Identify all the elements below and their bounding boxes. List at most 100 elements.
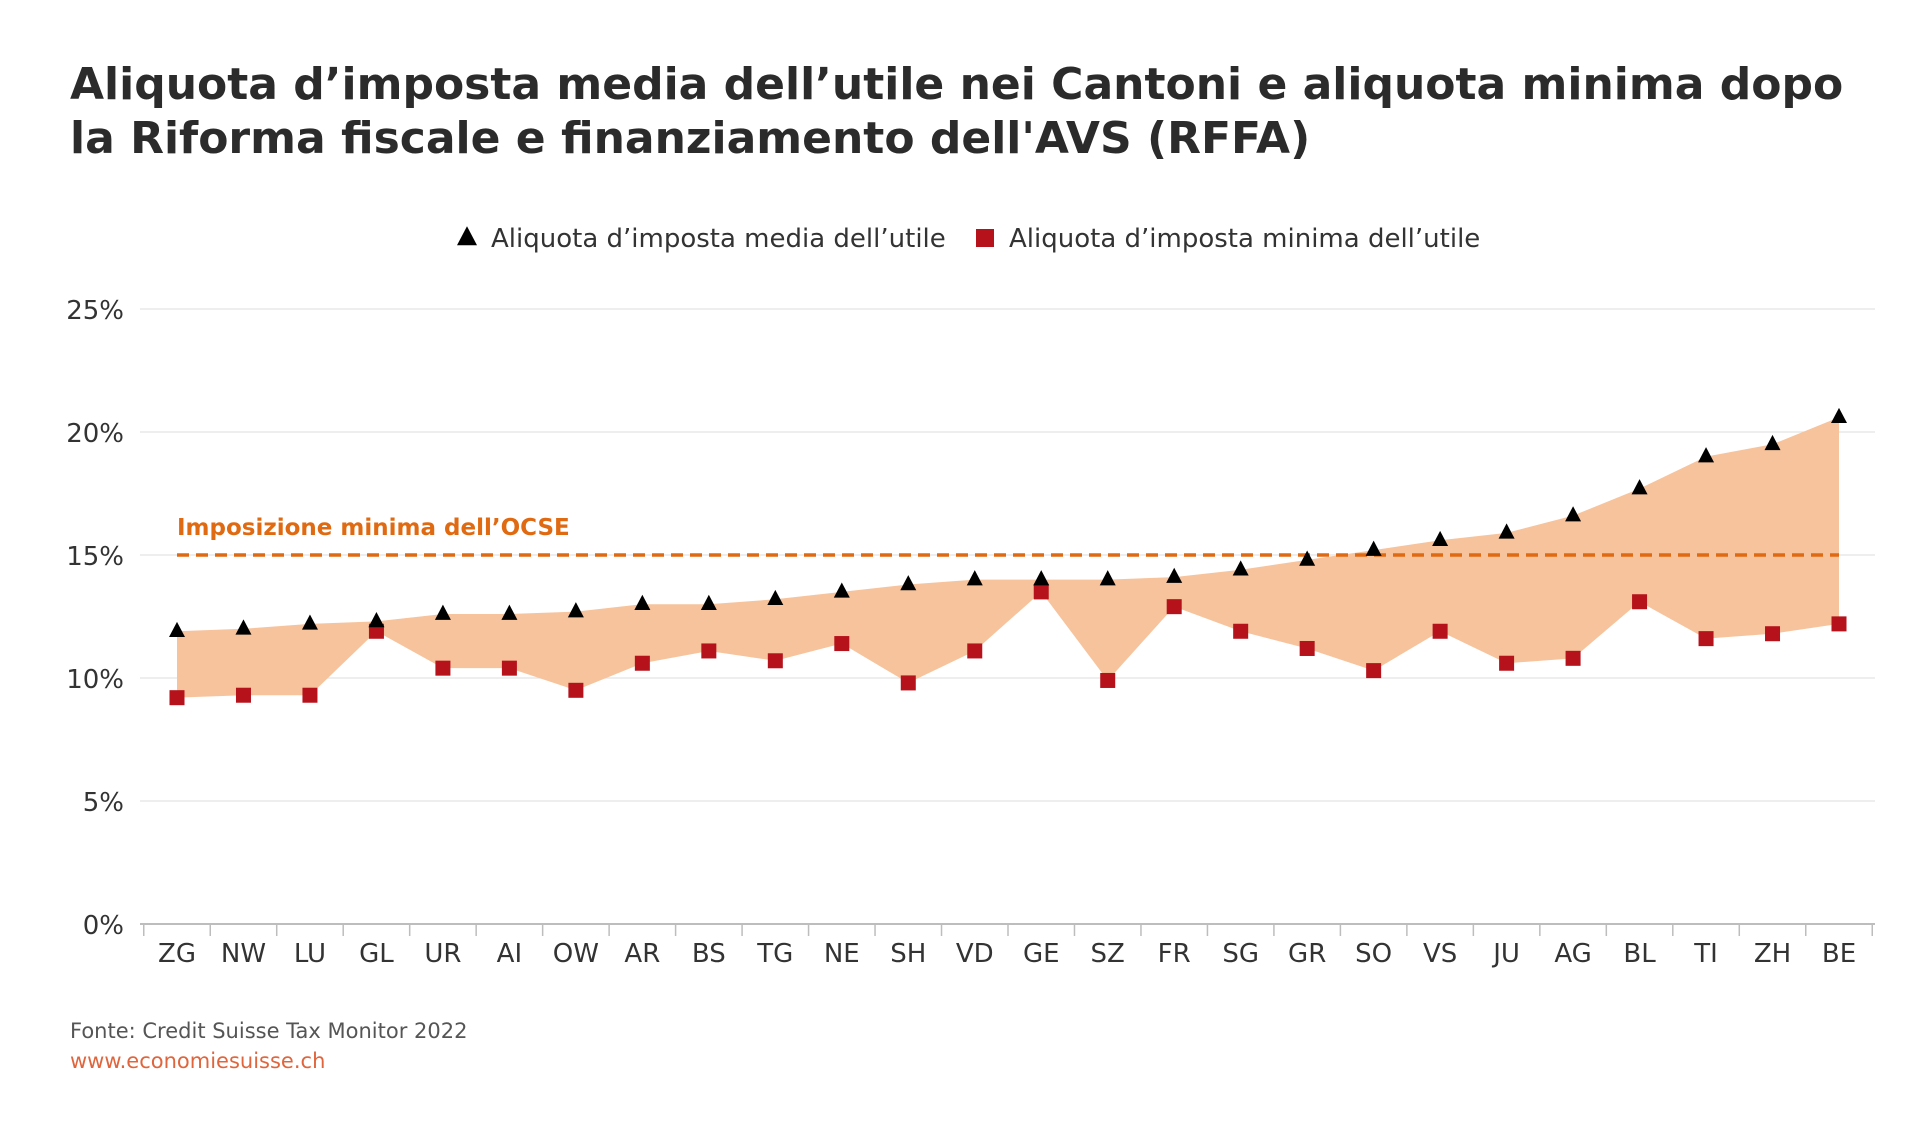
point-minimum-sz (1100, 672, 1116, 688)
point-minimum-ai (501, 660, 517, 676)
band-area (177, 417, 1839, 698)
point-average-so (1365, 540, 1382, 556)
y-tick-label: 25% (66, 296, 124, 326)
point-average-vd (966, 570, 983, 586)
point-average-nw (235, 619, 252, 635)
point-average-bl (1631, 479, 1648, 495)
point-minimum-ur (435, 660, 451, 676)
point-minimum-lu (302, 687, 318, 703)
x-tick-label: ZH (1754, 939, 1791, 969)
point-average-ar (634, 594, 651, 610)
x-tick-label: TG (756, 939, 793, 969)
x-axis (140, 923, 1875, 936)
point-minimum-be (1831, 616, 1847, 632)
x-tick-label: FR (1158, 939, 1191, 969)
legend-label-average: Aliquota d’imposta media dell’utile (491, 224, 946, 254)
point-average-ge (1033, 570, 1050, 586)
point-average-ai (501, 604, 518, 620)
point-minimum-vd (967, 643, 983, 659)
x-tick-label: BL (1623, 939, 1656, 969)
x-tick-label: NE (824, 939, 860, 969)
point-average-sh (900, 575, 917, 591)
x-tick-label: OW (553, 939, 599, 969)
x-tick-label: GR (1288, 939, 1326, 969)
point-average-ju (1498, 523, 1515, 539)
x-tick-label: AG (1554, 939, 1591, 969)
oecd-reference-line: Imposizione minima dell’OCSE (177, 515, 1839, 557)
x-tick-label: BE (1822, 939, 1856, 969)
point-minimum-ar (634, 655, 650, 671)
chart-title: Aliquota d’imposta media dell’utile nei … (70, 59, 1844, 164)
x-tick-label: GE (1023, 939, 1060, 969)
point-average-tg (767, 589, 784, 606)
legend-square-icon (976, 229, 994, 247)
point-minimum-gl (368, 623, 384, 639)
point-minimum-zg (169, 690, 185, 706)
point-average-sg (1232, 560, 1249, 576)
data-points (169, 226, 1847, 706)
point-average-be (1831, 407, 1847, 424)
source-url[interactable]: www.economiesuisse.ch (70, 1049, 326, 1073)
point-minimum-vs (1432, 623, 1448, 639)
x-tick-label: JU (1491, 939, 1520, 969)
point-minimum-ow (568, 682, 584, 698)
point-average-bs (700, 594, 717, 610)
x-tick-label: AR (624, 939, 660, 969)
y-axis-ticks: 0% 5% 10% 15% 20% 25% (66, 296, 124, 941)
x-tick-label: VS (1423, 939, 1457, 969)
x-tick-label: SH (890, 939, 926, 969)
point-average-gr (1299, 550, 1316, 566)
x-tick-label: UR (424, 939, 461, 969)
point-minimum-bl (1632, 594, 1648, 610)
reference-line-label: Imposizione minima dell’OCSE (177, 515, 570, 541)
x-tick-label: SZ (1091, 939, 1125, 969)
point-minimum-ti (1698, 631, 1714, 647)
point-average-ur (434, 604, 451, 620)
x-tick-label: SO (1355, 939, 1392, 969)
point-average-zh (1764, 434, 1781, 451)
y-tick-label: 10% (66, 665, 124, 695)
x-tick-label: ZG (158, 939, 196, 969)
point-minimum-ju (1499, 655, 1515, 671)
legend-triangle-icon (457, 226, 477, 246)
range-band (177, 417, 1839, 698)
point-minimum-zh (1765, 626, 1781, 642)
point-minimum-so (1366, 663, 1382, 679)
point-minimum-tg (767, 653, 783, 669)
legend: Aliquota d’imposta media dell’utile Aliqu… (491, 224, 1480, 254)
point-minimum-gr (1299, 640, 1315, 656)
point-minimum-ge (1033, 584, 1049, 600)
point-average-ti (1698, 447, 1715, 463)
x-tick-label: SG (1222, 939, 1259, 969)
point-average-zg (169, 621, 185, 638)
point-minimum-nw (235, 687, 251, 703)
y-tick-label: 20% (66, 419, 124, 449)
point-average-fr (1166, 567, 1183, 583)
point-average-ag (1565, 506, 1582, 522)
x-tick-label: BS (692, 939, 726, 969)
y-tick-label: 5% (83, 788, 124, 818)
x-tick-label: GL (359, 939, 394, 969)
point-average-sz (1099, 570, 1116, 586)
point-minimum-sh (900, 675, 916, 691)
y-tick-label: 0% (83, 911, 124, 941)
point-minimum-bs (701, 643, 717, 659)
point-minimum-ag (1565, 650, 1581, 666)
x-tick-label: LU (294, 939, 326, 969)
x-tick-label: NW (221, 939, 266, 969)
point-average-lu (301, 614, 318, 630)
point-average-ne (833, 582, 850, 598)
point-average-vs (1432, 530, 1449, 547)
y-tick-label: 15% (66, 542, 124, 572)
point-average-gl (368, 611, 385, 628)
legend-label-minimum: Aliquota d’imposta minima dell’utile (1009, 224, 1480, 254)
x-tick-label: VD (956, 939, 994, 969)
x-tick-label: TI (1693, 939, 1718, 969)
point-minimum-fr (1166, 599, 1182, 615)
point-average-ow (567, 602, 584, 618)
x-axis-ticks: ZG NW LU GL UR AI OW AR BS TG NE SH VD GE SZ FR SG GR SO VS… (158, 939, 1856, 969)
point-minimum-ne (834, 636, 850, 652)
point-minimum-sg (1233, 623, 1249, 639)
x-tick-label: AI (497, 939, 522, 969)
